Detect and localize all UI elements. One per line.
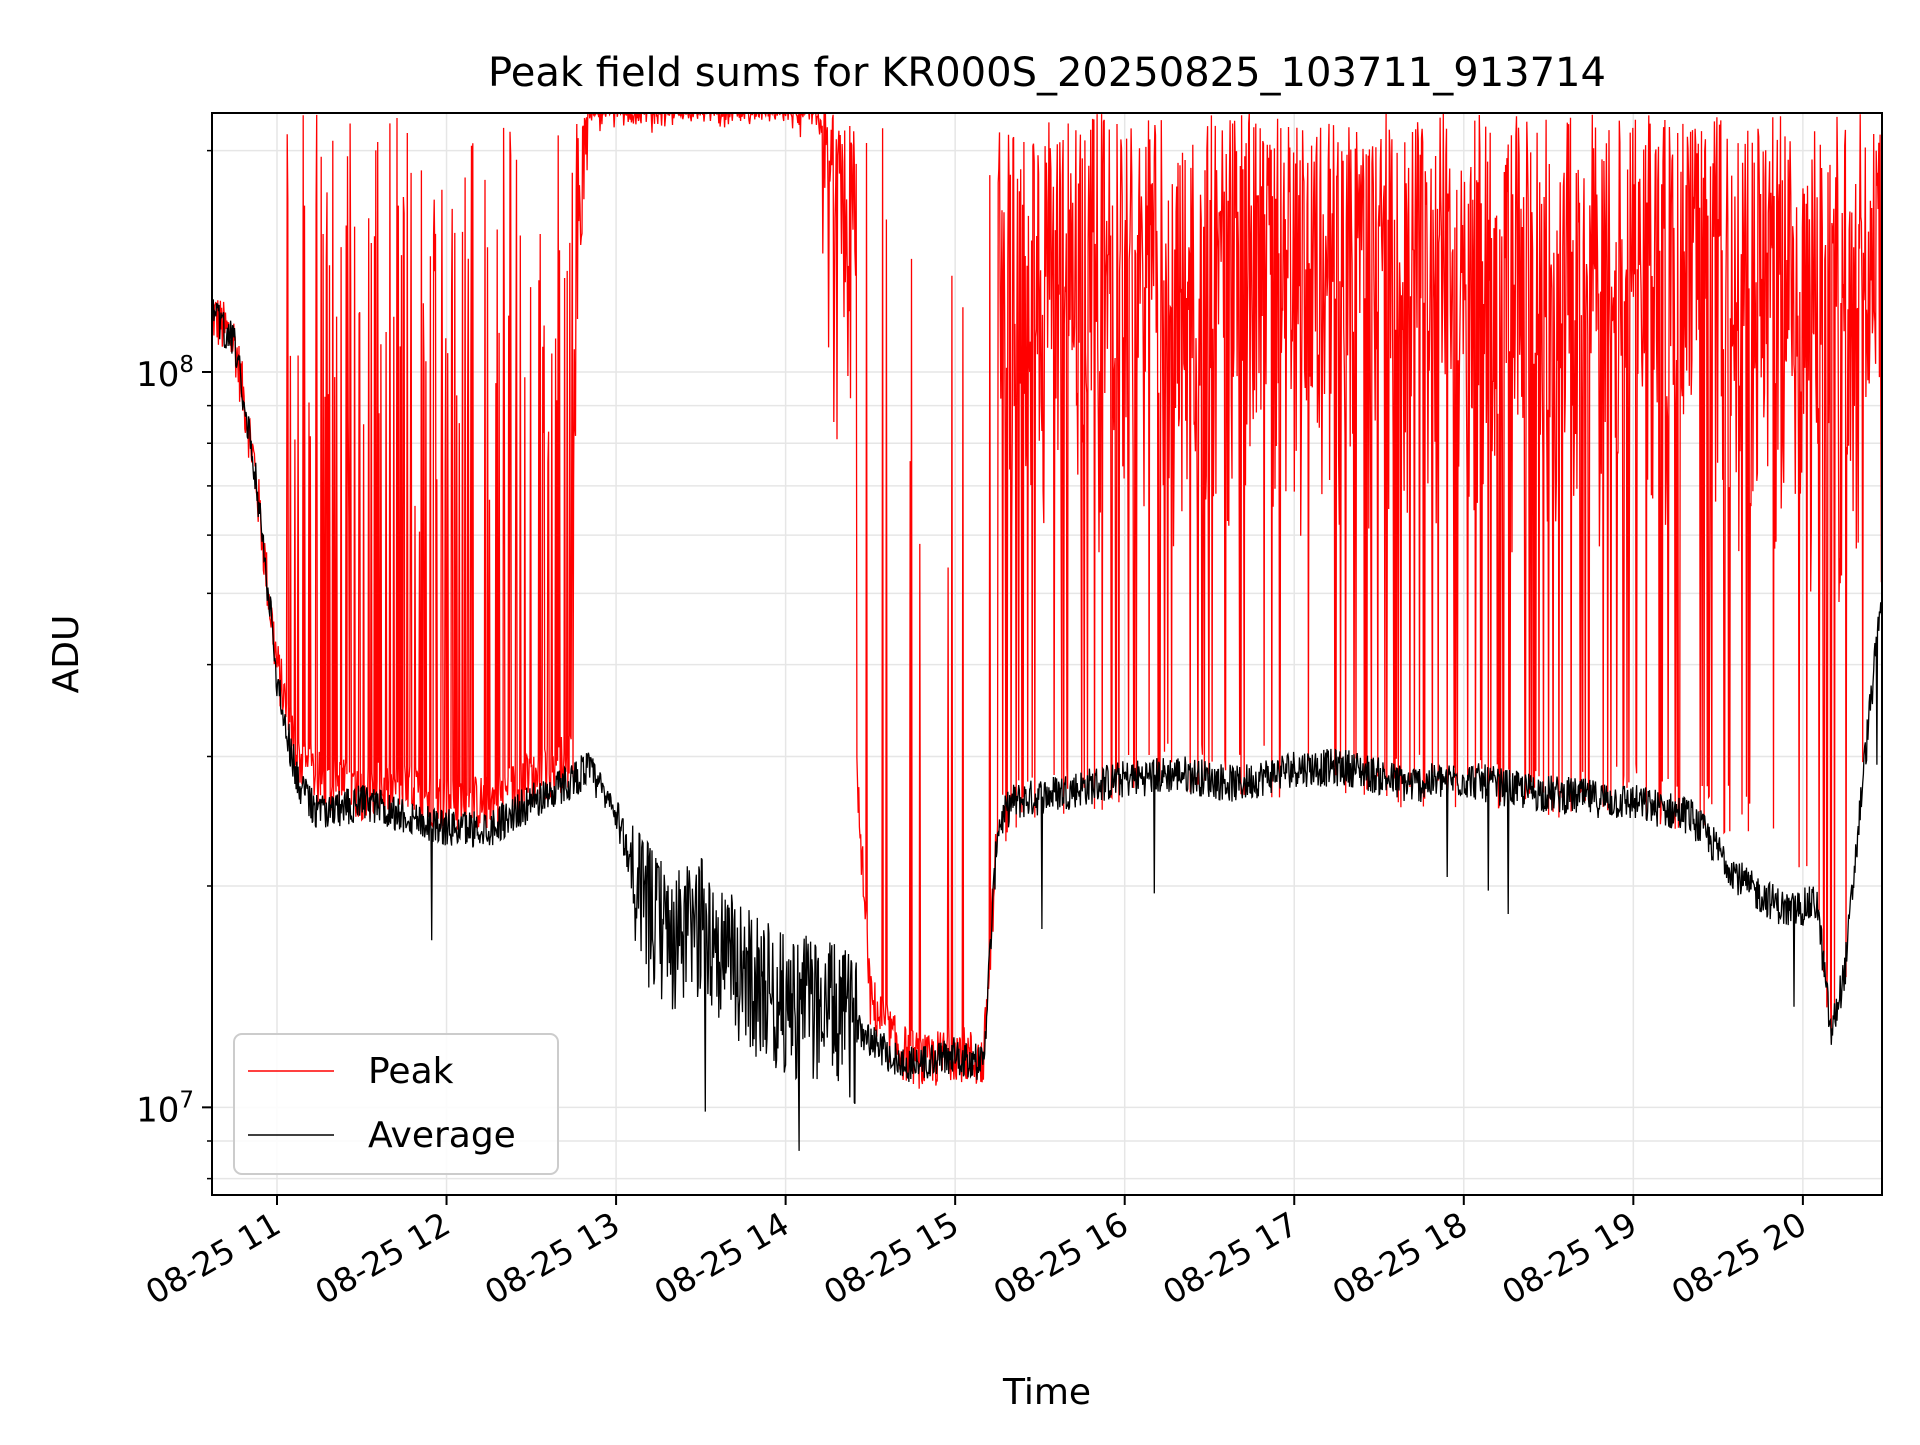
- legend-peak-label: Peak: [368, 1051, 454, 1092]
- plot-series: [212, 113, 1882, 1151]
- y-tick-label: 107: [136, 1087, 194, 1130]
- y-tick-label: 108: [136, 352, 194, 395]
- legend: Peak Average: [233, 1033, 559, 1175]
- chart-title: Peak field sums for KR000S_20250825_1037…: [488, 50, 1606, 96]
- x-axis-label: Time: [1002, 1372, 1091, 1413]
- plot-frame: [211, 112, 1883, 1196]
- y-axis-label: ADU: [46, 615, 87, 694]
- peak-series-line: [212, 113, 1882, 1089]
- average-series-line: [212, 299, 1882, 1151]
- legend-average-label: Average: [368, 1115, 516, 1156]
- legend-box: [233, 1033, 559, 1175]
